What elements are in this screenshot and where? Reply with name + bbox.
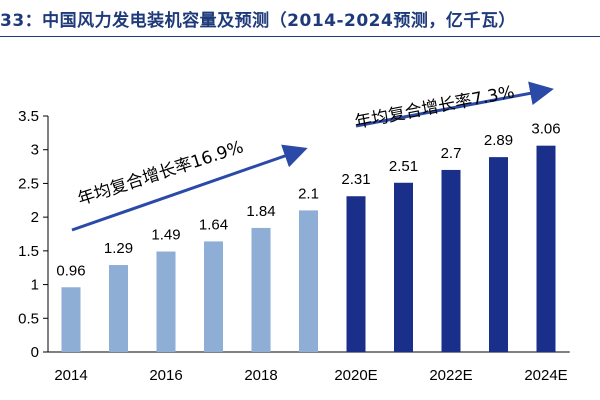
- bar-2015: [109, 265, 128, 352]
- bar-2021E: [394, 182, 413, 352]
- x-tick-label: 2020E: [334, 367, 377, 384]
- y-tick-label: 1: [31, 277, 39, 294]
- y-axis: 0 0.5 1 1.5 2 2.5 3 3.5: [18, 108, 49, 361]
- y-tick-label: 3.5: [18, 108, 39, 125]
- bar-2018: [251, 227, 271, 352]
- x-tick-label: 2018: [244, 367, 277, 384]
- data-label-2023E: 2.89: [484, 132, 513, 149]
- x-axis: 2014 2016 2018 2020E 2022E 2024E: [48, 351, 570, 384]
- bar-2024E: [536, 145, 556, 352]
- y-tick-label: 0: [31, 344, 39, 361]
- data-label-2022E: 2.7: [441, 145, 462, 162]
- x-tick-label: 2024E: [524, 367, 567, 384]
- data-label-2018: 1.84: [246, 203, 275, 220]
- data-label-2016: 1.49: [151, 227, 180, 244]
- x-tick-label: 2016: [149, 367, 182, 384]
- chart-title: 33：中国风力发电装机容量及预测（2014-2024预测，亿千瓦）: [0, 11, 516, 31]
- cagr-arrow-2: [355, 81, 554, 128]
- cagr-arrow-1: [71, 144, 308, 232]
- data-label-2015: 1.29: [104, 240, 133, 257]
- bar-2022E: [441, 169, 461, 352]
- x-tick-label: 2022E: [429, 367, 472, 384]
- y-tick-label: 2: [31, 209, 39, 226]
- data-label-2024E: 3.06: [531, 121, 560, 138]
- data-label-2017: 1.64: [199, 216, 228, 233]
- annotations: 年均复合增长率16.9%年均复合增长率7.3%: [71, 81, 554, 232]
- bar-2016: [156, 251, 176, 352]
- y-tick-label: 3: [31, 142, 39, 159]
- bar-2017: [204, 241, 223, 352]
- x-tick-label: 2014: [54, 367, 87, 384]
- bar-2020E: [346, 196, 366, 352]
- data-label-2014: 0.96: [56, 262, 85, 279]
- bar-2023E: [489, 157, 508, 352]
- bars: [61, 145, 556, 352]
- data-label-2020E: 2.31: [341, 171, 370, 188]
- data-label-2021E: 2.51: [389, 158, 418, 175]
- bar-2014: [61, 287, 81, 352]
- y-tick-label: 1.5: [18, 243, 39, 260]
- data-label-2019: 2.1: [298, 185, 319, 202]
- y-tick-label: 2.5: [18, 175, 39, 192]
- bar-2019: [299, 210, 318, 352]
- data-labels: 0.96 1.29 1.49 1.64 1.84 2.1 2.31 2.51 2.7 2.89 3.…: [56, 121, 560, 280]
- cagr-label-2: 年均复合增长率7.3%: [353, 82, 516, 133]
- y-tick-label: 0.5: [18, 310, 39, 327]
- title-bar: 33：中国风力发电装机容量及预测（2014-2024预测，亿千瓦）: [0, 0, 600, 37]
